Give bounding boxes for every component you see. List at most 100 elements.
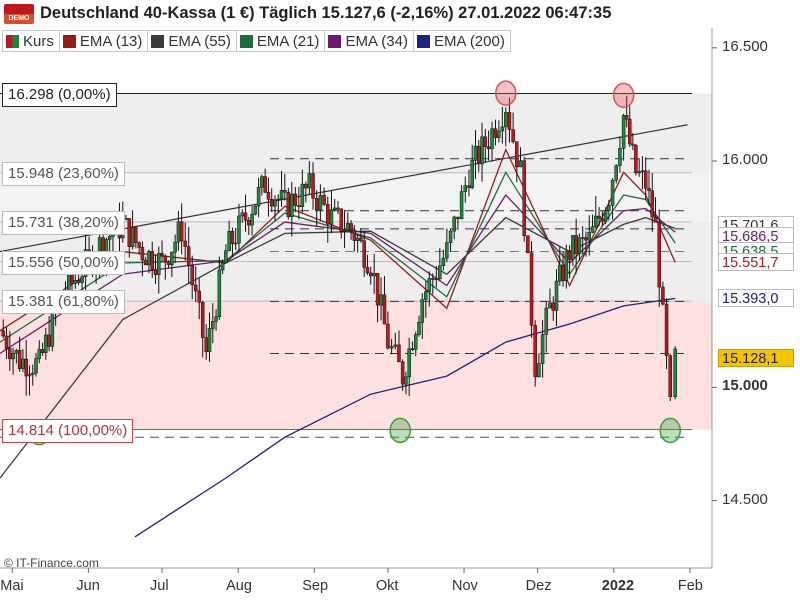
legend-label: EMA (200) bbox=[433, 32, 505, 50]
candle-body bbox=[511, 129, 515, 142]
x-tick-label: Mai bbox=[0, 578, 24, 594]
candle-body bbox=[349, 223, 353, 231]
fib-level-label: 15.381 (61,80%) bbox=[2, 290, 125, 315]
legend-item[interactable]: Kurs bbox=[2, 30, 60, 52]
candle-body bbox=[673, 348, 677, 398]
candle-body bbox=[250, 213, 254, 226]
candle-body bbox=[420, 299, 425, 323]
candle-body bbox=[507, 112, 512, 130]
candle-body bbox=[17, 350, 22, 369]
candle-body bbox=[463, 185, 468, 192]
candle-body bbox=[80, 276, 84, 283]
ema-line-1 bbox=[0, 170, 676, 343]
chart-title: Deutschland 40-Kassa (1 €) Täglich 15.12… bbox=[40, 4, 612, 22]
candle-body bbox=[637, 171, 641, 174]
candle-body bbox=[266, 192, 271, 200]
legend-item[interactable]: EMA (200) bbox=[412, 30, 511, 52]
candle-body bbox=[368, 272, 373, 277]
candle-body bbox=[153, 269, 158, 275]
candle-body bbox=[11, 352, 15, 360]
candle-body bbox=[537, 363, 541, 378]
fib-level-label: 15.556 (50,00%) bbox=[2, 250, 125, 275]
candle-body bbox=[73, 280, 78, 284]
candle-body bbox=[362, 240, 366, 268]
candle-body bbox=[336, 207, 340, 210]
candle-body bbox=[459, 191, 464, 220]
candle-body bbox=[473, 145, 478, 161]
candle-body bbox=[628, 118, 632, 145]
candle-body bbox=[417, 322, 421, 335]
candle-body bbox=[127, 218, 132, 247]
candle-body bbox=[504, 112, 508, 128]
candle-body bbox=[624, 115, 629, 120]
candle-body bbox=[631, 143, 635, 146]
candle-body bbox=[137, 242, 141, 248]
legend-swatch bbox=[416, 34, 430, 48]
candle-body bbox=[379, 294, 383, 306]
candle-body bbox=[4, 335, 9, 349]
y-tick-label: 15.000 bbox=[722, 377, 768, 395]
candle-body bbox=[567, 251, 572, 260]
candle-body bbox=[594, 215, 598, 228]
candle-body bbox=[243, 212, 248, 221]
candle-body bbox=[397, 344, 401, 363]
y-tick-label: 14.500 bbox=[722, 490, 768, 508]
x-tick-label: Aug bbox=[226, 578, 252, 594]
candle-body bbox=[40, 349, 45, 353]
candle-body bbox=[410, 348, 415, 350]
candle-body bbox=[551, 302, 555, 311]
candle-body bbox=[661, 286, 665, 305]
candle-body bbox=[664, 303, 669, 356]
candle-body bbox=[657, 222, 661, 288]
candle-body bbox=[493, 128, 498, 138]
candle-body bbox=[297, 205, 301, 207]
candle-body bbox=[230, 231, 235, 245]
legend-swatch bbox=[151, 34, 165, 48]
candle-body bbox=[283, 189, 287, 193]
candle-body bbox=[256, 187, 261, 207]
legend-swatch bbox=[62, 34, 76, 48]
candle-body bbox=[587, 232, 591, 241]
candle-body bbox=[326, 204, 330, 225]
candle-body bbox=[365, 267, 370, 274]
x-tick-label: Dez bbox=[525, 578, 552, 594]
candle-body bbox=[157, 253, 161, 275]
candle-body bbox=[237, 215, 241, 244]
candle-body bbox=[163, 255, 168, 262]
candle-body bbox=[322, 194, 326, 205]
candle-body bbox=[382, 294, 387, 325]
candle-body bbox=[253, 205, 258, 215]
legend-item[interactable]: EMA (55) bbox=[147, 30, 237, 52]
candle-body bbox=[1, 330, 6, 337]
candle-body bbox=[107, 236, 112, 240]
candle-body bbox=[193, 284, 198, 292]
candle-body bbox=[24, 358, 28, 377]
candle-body bbox=[37, 349, 42, 359]
legend-item[interactable]: EMA (13) bbox=[58, 30, 149, 52]
candle-body bbox=[445, 242, 449, 259]
candle-body bbox=[467, 185, 471, 188]
legend-item[interactable]: EMA (21) bbox=[235, 30, 326, 52]
candle-body bbox=[311, 173, 315, 199]
candle-body bbox=[143, 259, 148, 266]
legend-item[interactable]: EMA (34) bbox=[324, 30, 414, 52]
candle-body bbox=[571, 235, 575, 260]
candle-body bbox=[307, 173, 312, 189]
candle-body bbox=[607, 205, 611, 211]
legend-swatch bbox=[6, 34, 19, 48]
candle-body bbox=[233, 242, 238, 245]
candle-body bbox=[290, 193, 294, 218]
candle-body bbox=[355, 237, 360, 241]
candle-body bbox=[352, 229, 357, 241]
price-level-label: 15.128,1 bbox=[718, 349, 794, 368]
candle-body bbox=[438, 265, 442, 279]
candle-body bbox=[375, 273, 380, 306]
candle-body bbox=[44, 334, 48, 353]
candle-body bbox=[634, 144, 638, 174]
x-tick-label: 2022 bbox=[601, 578, 635, 594]
candle-body bbox=[618, 148, 622, 166]
candle-body bbox=[179, 221, 184, 242]
candle-body bbox=[389, 346, 394, 349]
